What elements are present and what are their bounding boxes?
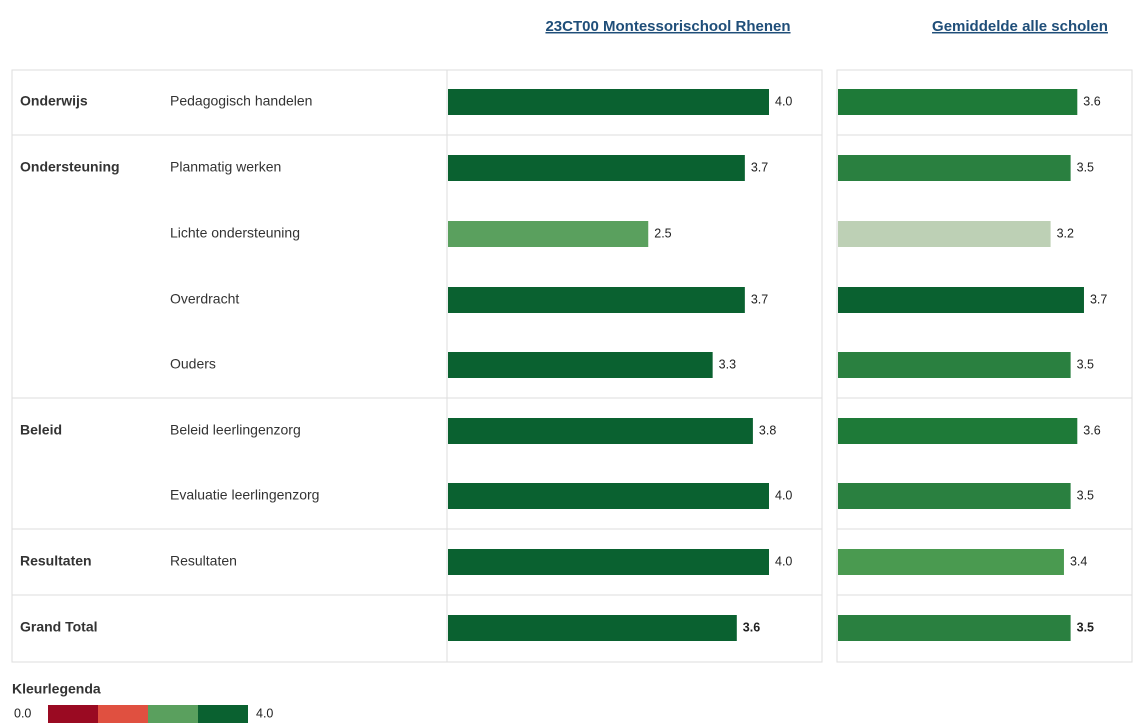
legend-title: Kleurlegenda bbox=[12, 681, 101, 697]
panel-title[interactable]: 23CT00 Montessorischool Rhenen bbox=[545, 18, 790, 35]
bar bbox=[448, 483, 769, 509]
value-label: 3.4 bbox=[1070, 554, 1087, 568]
bar bbox=[448, 221, 649, 247]
bar bbox=[448, 287, 745, 313]
row-label: Overdracht bbox=[170, 291, 239, 307]
value-label: 4.0 bbox=[775, 488, 792, 502]
group-label: Beleid bbox=[20, 422, 62, 438]
group-label: Grand Total bbox=[20, 619, 98, 635]
group-label: Ondersteuning bbox=[20, 159, 120, 175]
value-label: 3.2 bbox=[1057, 226, 1074, 240]
value-label: 3.7 bbox=[751, 160, 768, 174]
group-label: Resultaten bbox=[20, 553, 92, 569]
value-label: 3.6 bbox=[1083, 423, 1100, 437]
bar bbox=[448, 418, 753, 444]
value-label: 3.8 bbox=[759, 423, 776, 437]
bar bbox=[838, 549, 1064, 575]
legend-max: 4.0 bbox=[256, 706, 273, 720]
value-label: 3.7 bbox=[751, 292, 768, 306]
legend-swatch bbox=[198, 705, 248, 723]
bar bbox=[838, 89, 1078, 115]
bar bbox=[838, 418, 1078, 444]
group-label: Onderwijs bbox=[20, 93, 88, 109]
bar bbox=[838, 221, 1051, 247]
bar bbox=[448, 352, 713, 378]
legend-swatch bbox=[98, 705, 148, 723]
row-label: Ouders bbox=[170, 356, 216, 372]
legend-swatch bbox=[48, 705, 98, 723]
bar bbox=[838, 483, 1071, 509]
panel-title[interactable]: Gemiddelde alle scholen bbox=[932, 18, 1108, 35]
value-label: 3.5 bbox=[1077, 620, 1094, 634]
bar bbox=[838, 615, 1071, 641]
bar bbox=[448, 615, 737, 641]
bar bbox=[448, 89, 769, 115]
bar bbox=[838, 287, 1084, 313]
row-label: Pedagogisch handelen bbox=[170, 93, 312, 109]
bar bbox=[838, 155, 1071, 181]
legend-min: 0.0 bbox=[14, 706, 31, 720]
row-label: Planmatig werken bbox=[170, 159, 281, 175]
value-label: 3.3 bbox=[719, 357, 736, 371]
panel-frame bbox=[11, 69, 823, 663]
row-label: Beleid leerlingenzorg bbox=[170, 422, 301, 438]
row-label: Evaluatie leerlingenzorg bbox=[170, 487, 319, 503]
row-label: Lichte ondersteuning bbox=[170, 225, 300, 241]
value-label: 3.6 bbox=[743, 620, 760, 634]
bar bbox=[448, 549, 769, 575]
panel-frame bbox=[836, 69, 1133, 663]
value-label: 2.5 bbox=[654, 226, 671, 240]
value-label: 3.7 bbox=[1090, 292, 1107, 306]
row-label: Resultaten bbox=[170, 553, 237, 569]
value-label: 4.0 bbox=[775, 554, 792, 568]
legend-swatch bbox=[148, 705, 198, 723]
bar bbox=[448, 155, 745, 181]
bar bbox=[838, 352, 1071, 378]
value-label: 3.5 bbox=[1077, 357, 1094, 371]
value-label: 3.5 bbox=[1077, 488, 1094, 502]
value-label: 3.5 bbox=[1077, 160, 1094, 174]
value-label: 3.6 bbox=[1083, 94, 1100, 108]
value-label: 4.0 bbox=[775, 94, 792, 108]
